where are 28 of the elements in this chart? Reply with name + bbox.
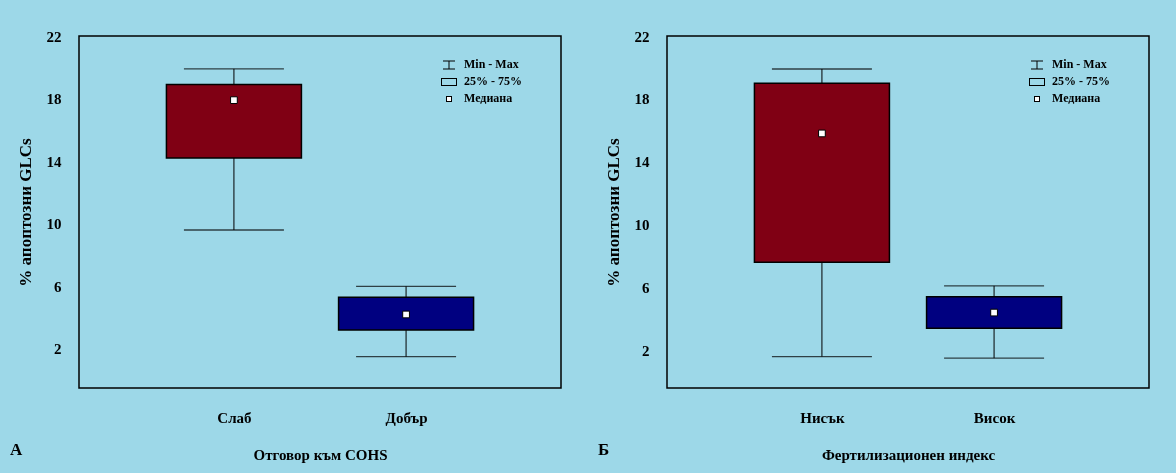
annotation: 25% - 75% <box>464 73 522 90</box>
y-tick-label: 18 <box>46 91 62 108</box>
y-tick-label: 14 <box>634 154 650 171</box>
x-tick-label: Висок <box>973 409 1016 426</box>
y-tick-label: 10 <box>46 216 62 233</box>
annotation: Min - Max <box>1052 56 1107 73</box>
y-tick-label: 2 <box>642 342 650 359</box>
annotation: 25% - 75% <box>1052 73 1110 90</box>
y-tick-label: 6 <box>642 279 650 296</box>
y-tick-label: 22 <box>46 28 62 45</box>
annotation: Медиана <box>464 90 513 107</box>
text: А <box>10 440 23 460</box>
x-tick-label: Нисък <box>800 409 845 426</box>
y-axis-title: % апоптозни GLCs <box>603 137 623 287</box>
annotation: Min - Max <box>464 56 519 73</box>
y-tick-label: 18 <box>634 91 650 108</box>
x-tick-label: Добър <box>385 409 428 426</box>
y-tick-label: 6 <box>54 278 62 295</box>
y-axis-title: % апоптозни GLCs <box>15 137 35 287</box>
y-tick-label: 22 <box>634 28 650 45</box>
y-tick-label: 14 <box>46 153 62 170</box>
x-axis-title: Фертилизационен индекс <box>821 446 996 463</box>
x-axis-title: Отговор към COHS <box>253 446 388 463</box>
y-tick-label: 2 <box>54 341 62 358</box>
text: Б <box>598 440 610 460</box>
y-tick-label: 10 <box>634 217 650 234</box>
x-tick-label: Слаб <box>217 409 252 426</box>
annotation: Медиана <box>1052 90 1101 107</box>
